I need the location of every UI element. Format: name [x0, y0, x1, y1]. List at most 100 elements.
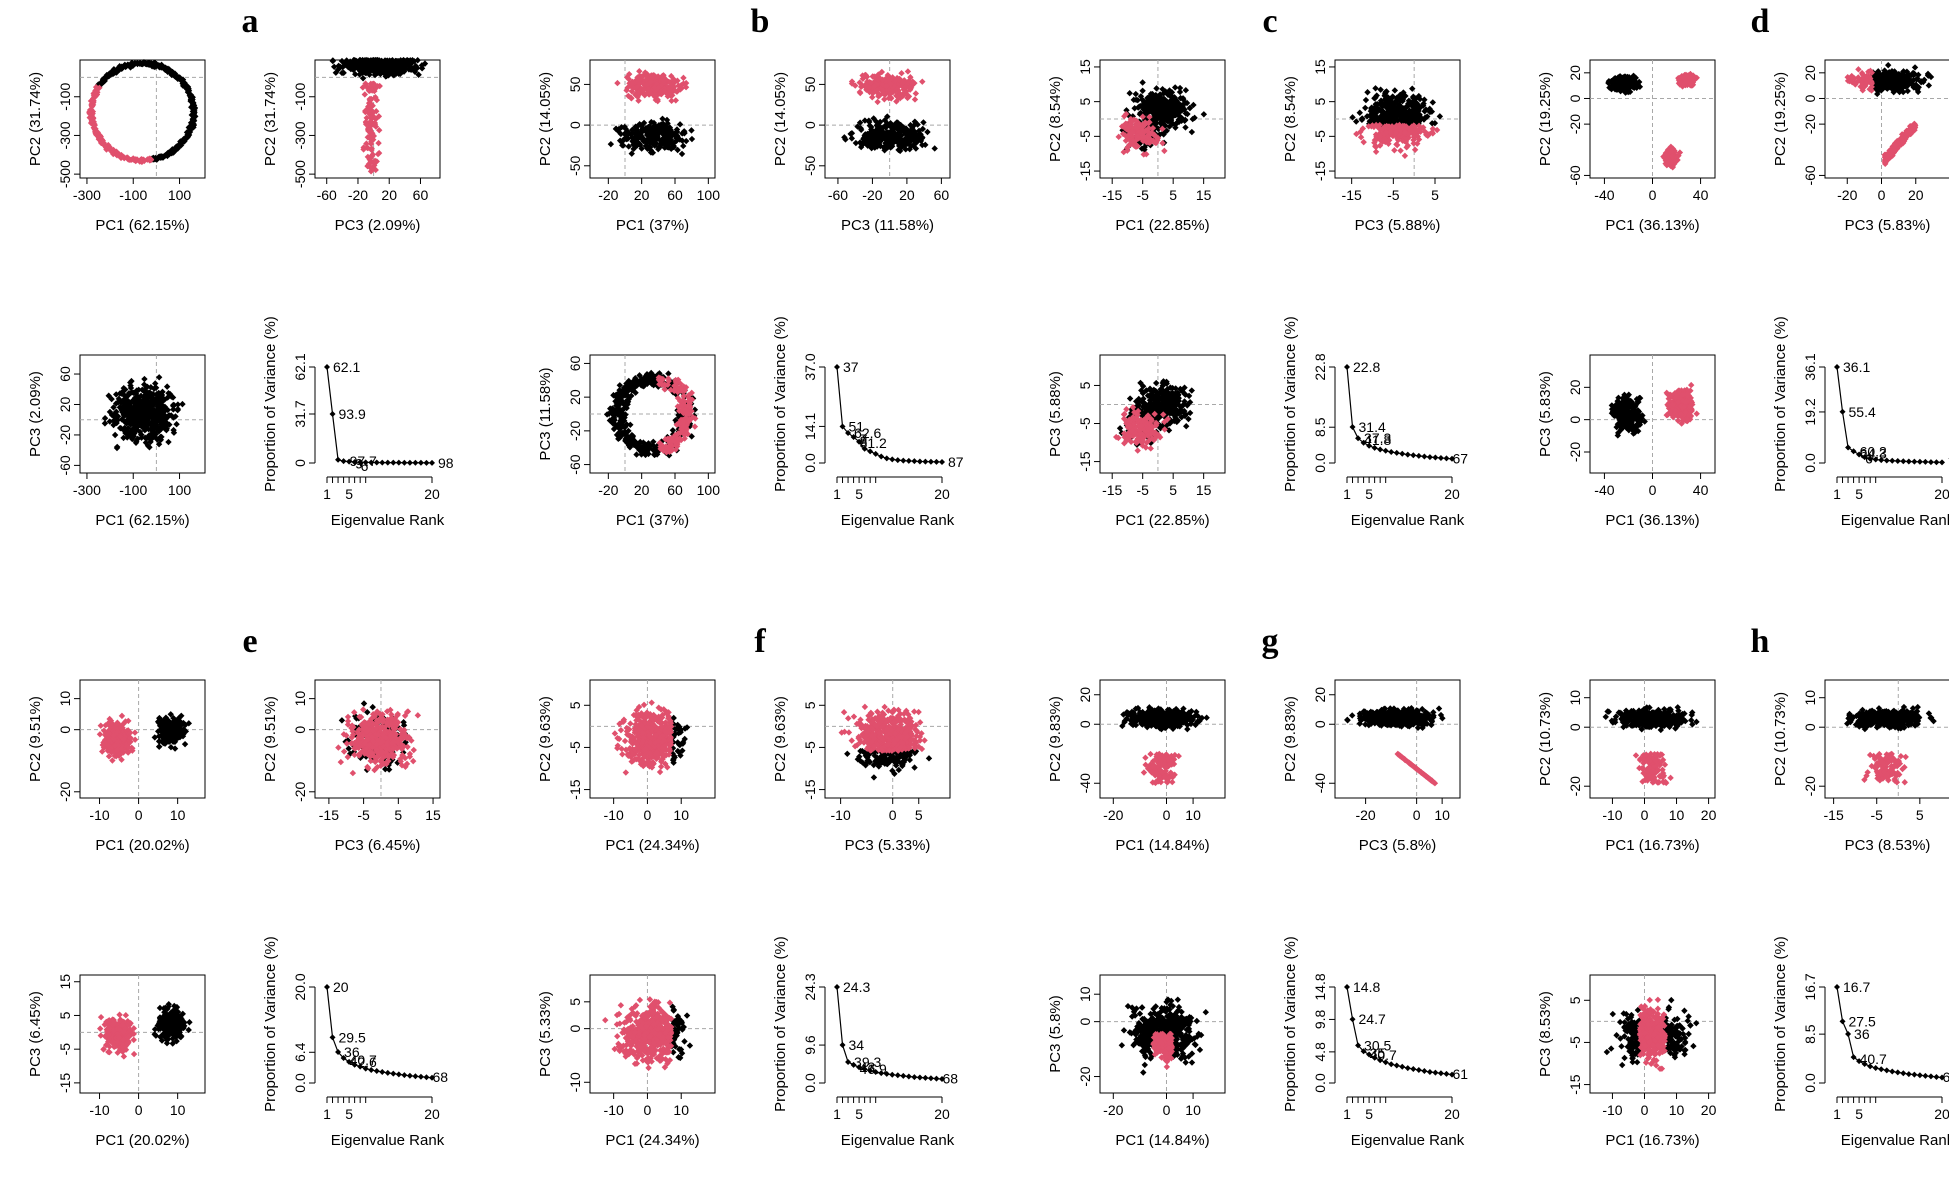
data-point	[688, 127, 695, 134]
data-point	[98, 79, 105, 86]
data-point	[110, 68, 118, 75]
data-point	[190, 102, 197, 109]
y-axis-title: Proportion of Variance (%)	[772, 316, 789, 492]
cumulative-variance-label: 37	[843, 359, 859, 375]
data-point	[90, 97, 97, 105]
data-point	[375, 139, 382, 147]
data-point	[636, 68, 643, 75]
x-tick-label: -5	[1387, 187, 1400, 203]
data-point	[659, 115, 666, 123]
data-point	[1161, 147, 1168, 155]
data-point	[188, 121, 195, 129]
scree-point	[1393, 449, 1400, 456]
y-axis-title: PC2 (31.74%)	[27, 72, 44, 166]
data-point	[924, 128, 931, 136]
x-tick-label: 5	[1431, 187, 1439, 203]
y-tick-label: 37.0	[802, 353, 818, 380]
x-tick-label: -300	[73, 187, 101, 203]
data-point	[146, 61, 153, 68]
y-tick-label: -20	[567, 421, 583, 441]
data-point	[164, 152, 171, 160]
data-point	[179, 82, 187, 90]
data-point	[874, 98, 881, 106]
scree-point	[911, 458, 918, 465]
x-tick-label: 5	[1169, 482, 1177, 498]
y-tick-label: -500	[292, 160, 308, 188]
scree-point	[927, 458, 934, 465]
x-tick-label: -20	[598, 187, 618, 203]
y-tick-label: 60	[567, 355, 583, 371]
data-point	[134, 59, 141, 67]
x-tick-label: -60	[317, 187, 337, 203]
data-point	[1188, 128, 1196, 136]
data-point	[167, 149, 175, 157]
scree-point	[335, 456, 342, 463]
data-point	[111, 431, 119, 439]
scree-point	[412, 459, 419, 466]
y-tick-label: 60	[57, 366, 73, 382]
data-point	[1139, 79, 1146, 86]
data-point	[115, 151, 122, 158]
x-tick-label: 1	[1343, 486, 1351, 502]
data-point	[1152, 379, 1160, 387]
data-point	[1183, 423, 1190, 430]
x-tick-label: 60	[413, 187, 429, 203]
y-tick-label: 5	[1077, 381, 1093, 389]
x-tick-label: -5	[1136, 187, 1149, 203]
data-point	[188, 97, 196, 104]
scree-point	[401, 459, 408, 466]
scree-point	[1349, 424, 1356, 431]
data-point	[91, 89, 98, 97]
data-point	[676, 121, 684, 128]
scree-point	[1404, 451, 1411, 458]
y-tick-label: -5	[1077, 417, 1093, 430]
scree-point	[395, 459, 402, 466]
data-point	[361, 91, 369, 98]
y-tick-label: 0	[567, 121, 583, 129]
y-tick-label: 31.7	[292, 400, 308, 427]
scree-point	[1382, 447, 1389, 454]
y-tick-label: 5	[1312, 98, 1328, 106]
x-axis-title: PC3 (11.58%)	[841, 217, 934, 234]
y-tick-label: 20	[567, 389, 583, 405]
y-axis-title: PC2 (8.54%)	[1282, 76, 1299, 162]
data-point	[1401, 152, 1409, 160]
y-tick-label: 8.5	[1312, 417, 1328, 437]
data-point	[912, 90, 920, 97]
data-point	[131, 60, 138, 68]
y-tick-label: -15	[1077, 161, 1093, 181]
x-tick-label: 20	[381, 187, 397, 203]
y-tick-label: 5	[1077, 98, 1093, 106]
y-tick-label: -20	[57, 425, 73, 445]
y-tick-label: 62.1	[292, 353, 308, 380]
data-point	[904, 68, 912, 75]
data-point	[106, 70, 113, 77]
data-point	[185, 124, 192, 131]
data-point	[177, 75, 184, 82]
data-point	[159, 63, 167, 71]
data-point	[1139, 87, 1146, 94]
y-tick-label: 22.8	[1312, 353, 1328, 380]
cumulative-variance-label: 6	[361, 458, 369, 474]
y-tick-label: 15	[1077, 59, 1093, 75]
x-tick-label: 5	[1169, 187, 1177, 203]
data-point	[881, 96, 888, 103]
x-axis-title: Eigenvalue Rank	[841, 512, 955, 529]
x-tick-label: 1	[833, 486, 841, 502]
y-tick-label: -500	[57, 160, 73, 188]
scree-point	[384, 459, 391, 466]
data-point	[129, 156, 137, 163]
data-point	[1362, 104, 1369, 112]
data-point	[106, 143, 113, 151]
scree-point	[889, 456, 896, 463]
data-point	[165, 66, 172, 74]
scree-point	[324, 364, 330, 370]
y-axis-title: PC2 (14.05%)	[772, 72, 789, 166]
cumulative-variance-label: 87	[948, 454, 964, 470]
y-tick-label: -50	[567, 155, 583, 175]
x-tick-label: 1	[323, 486, 331, 502]
